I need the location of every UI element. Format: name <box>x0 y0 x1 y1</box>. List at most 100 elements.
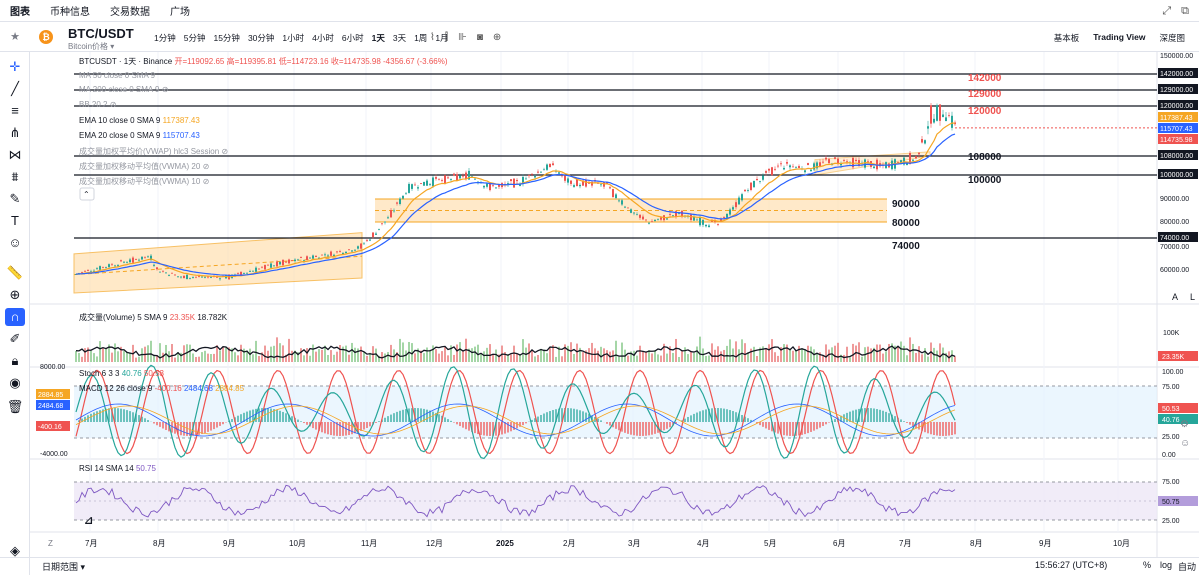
interval-1[interactable]: 5分钟 <box>183 33 206 43</box>
volume-bar <box>162 352 164 362</box>
macd-histogram <box>873 408 875 422</box>
price-axis-label: 100000.00 <box>1160 172 1193 179</box>
volume-bar <box>363 352 365 362</box>
macd-histogram <box>777 422 779 434</box>
view-depth[interactable]: 深度图 <box>1159 33 1185 43</box>
emoji-icon[interactable]: ☺ <box>8 235 22 250</box>
volume-bar <box>687 354 689 362</box>
view-tradingview[interactable]: Trading View <box>1093 32 1146 42</box>
candle <box>834 157 836 159</box>
candle <box>954 122 956 125</box>
log-scale-icon: L <box>1190 292 1195 302</box>
trash-icon[interactable]: 🗑︎ <box>6 399 24 414</box>
volume-bar <box>282 345 284 362</box>
interval-9[interactable]: 1周 <box>414 33 428 43</box>
interval-6[interactable]: 6小时 <box>341 33 364 43</box>
legend-bb[interactable]: BB 20 2 ⊘ <box>79 100 117 109</box>
horizontal-lines-icon[interactable]: ≡ <box>11 103 19 118</box>
camera-icon[interactable]: ◙ <box>476 32 483 43</box>
interval-10[interactable]: 1月 <box>435 33 449 43</box>
lock-icon[interactable]: 🔒︎ <box>11 353 19 368</box>
macd-histogram <box>909 422 911 425</box>
symbol-subtitle[interactable]: Bitcoin价格 ▾ <box>68 42 115 51</box>
legend-vwma20[interactable]: 成交量加权移动平均值(VWMA) 20 ⊘ <box>79 162 210 171</box>
volume-bar <box>819 352 821 362</box>
add-icon[interactable]: ⊕ <box>492 32 502 43</box>
eye-icon[interactable]: ◉ <box>9 375 21 390</box>
candle <box>399 198 401 205</box>
tab-square[interactable]: 广场 <box>170 7 190 18</box>
stoch-k-line <box>75 364 956 460</box>
legend-vwma10[interactable]: 成交量加权移动平均值(VWMA) 10 ⊘ <box>79 177 210 186</box>
interval-5[interactable]: 4小时 <box>312 33 334 43</box>
bars-icon[interactable]: ⊪ <box>458 32 467 43</box>
candle <box>192 277 194 278</box>
brush-icon[interactable]: ✎ <box>9 191 21 206</box>
candle <box>558 172 560 174</box>
candle <box>264 265 266 270</box>
legend-ma50[interactable]: MA 50 close 0 SMA 9 <box>79 71 156 80</box>
candle <box>780 163 782 165</box>
tab-trading-data[interactable]: 交易数据 <box>110 7 150 18</box>
favorite-star-icon[interactable]: ★ <box>10 31 20 43</box>
interval-3[interactable]: 30分钟 <box>247 33 275 43</box>
auto-toggle[interactable]: 自动 <box>1178 562 1197 572</box>
candle <box>624 206 626 208</box>
macd-histogram <box>546 412 548 422</box>
volume-bar <box>678 356 680 362</box>
zoom-icon[interactable]: ⊕ <box>9 287 21 302</box>
legend-rsi[interactable]: RSI 14 SMA 14 50.75 <box>79 464 156 473</box>
macd-histogram <box>378 421 380 422</box>
interval-4[interactable]: 1小时 <box>282 33 305 43</box>
macd-histogram <box>423 408 425 422</box>
tab-coin-info[interactable]: 币种信息 <box>50 7 90 18</box>
legend-ema10[interactable]: EMA 10 close 0 SMA 9 117387.43 <box>79 116 200 125</box>
level-label: 129000 <box>968 89 1002 100</box>
legend-ma200[interactable]: MA 200 close 0 SMA 9 ⊘ <box>79 85 169 94</box>
legend-volume[interactable]: 成交量(Volume) 5 SMA 9 23.35K 18.782K <box>79 313 228 322</box>
interval-8[interactable]: 3天 <box>392 33 407 43</box>
log-toggle[interactable]: log <box>1160 560 1173 570</box>
layers-icon[interactable]: ◈ <box>10 543 20 558</box>
percent-toggle[interactable]: % <box>1143 560 1152 570</box>
fib-icon[interactable]: ⩩ <box>11 169 19 184</box>
popout-icon[interactable]: ⧉ <box>1181 5 1189 17</box>
macd-histogram <box>705 409 707 422</box>
candle <box>330 251 332 256</box>
text-icon[interactable]: T <box>11 213 19 228</box>
trendline-icon[interactable]: ╱ <box>11 81 19 96</box>
legend-vwap[interactable]: 成交量加权平均价(VWAP) hlc3 Session ⊘ <box>79 147 229 156</box>
interval-2[interactable]: 15分钟 <box>213 33 240 43</box>
crosshair-icon[interactable]: ✛ <box>9 59 21 74</box>
candle-type-icon[interactable]: ⫿ <box>444 32 449 43</box>
chart-canvas[interactable]: 142000 129000 120000 108000 100000 90000 80000… <box>30 52 1199 557</box>
indicators-icon[interactable]: ⌇ <box>430 32 435 43</box>
volume-bar <box>588 348 590 362</box>
pitchfork-icon[interactable]: ⋔ <box>9 125 21 140</box>
date-range-button[interactable]: 日期范围 ▾ <box>42 562 86 572</box>
volume-bar <box>789 348 791 362</box>
legend-stoch[interactable]: Stoch 6 3 3 40.76 50.53 <box>79 369 165 378</box>
symbol-name[interactable]: BTC/USDT <box>68 26 134 41</box>
chart-area[interactable]: 142000 129000 120000 108000 100000 90000 80000… <box>30 52 1199 557</box>
lock-drawing-icon[interactable]: ✐ <box>9 331 21 346</box>
candle <box>345 251 347 254</box>
candle <box>843 160 845 162</box>
candle <box>699 217 701 226</box>
pattern-icon[interactable]: ⋈ <box>8 147 22 162</box>
candle <box>582 180 584 186</box>
candle <box>195 276 197 278</box>
legend-macd[interactable]: MACD 12 26 close 9 -400.16 2484.68 2884.… <box>79 384 245 393</box>
view-basic[interactable]: 基本板 <box>1053 33 1080 43</box>
candle <box>531 173 533 175</box>
interval-0[interactable]: 1分钟 <box>154 33 176 43</box>
tab-chart[interactable]: 图表 <box>10 7 30 18</box>
legend-ema20[interactable]: EMA 20 close 0 SMA 9 115707.43 <box>79 131 200 140</box>
macd-histogram <box>156 422 158 426</box>
clock-readout: 15:56:27 (UTC+8) <box>1035 560 1108 570</box>
magnet-icon[interactable]: ∩ <box>5 308 25 326</box>
macd-histogram <box>369 422 371 427</box>
ruler-icon[interactable]: 📏 <box>6 265 24 280</box>
expand-icon[interactable]: ⤢ <box>1162 5 1172 17</box>
interval-7[interactable]: 1天 <box>371 33 385 43</box>
